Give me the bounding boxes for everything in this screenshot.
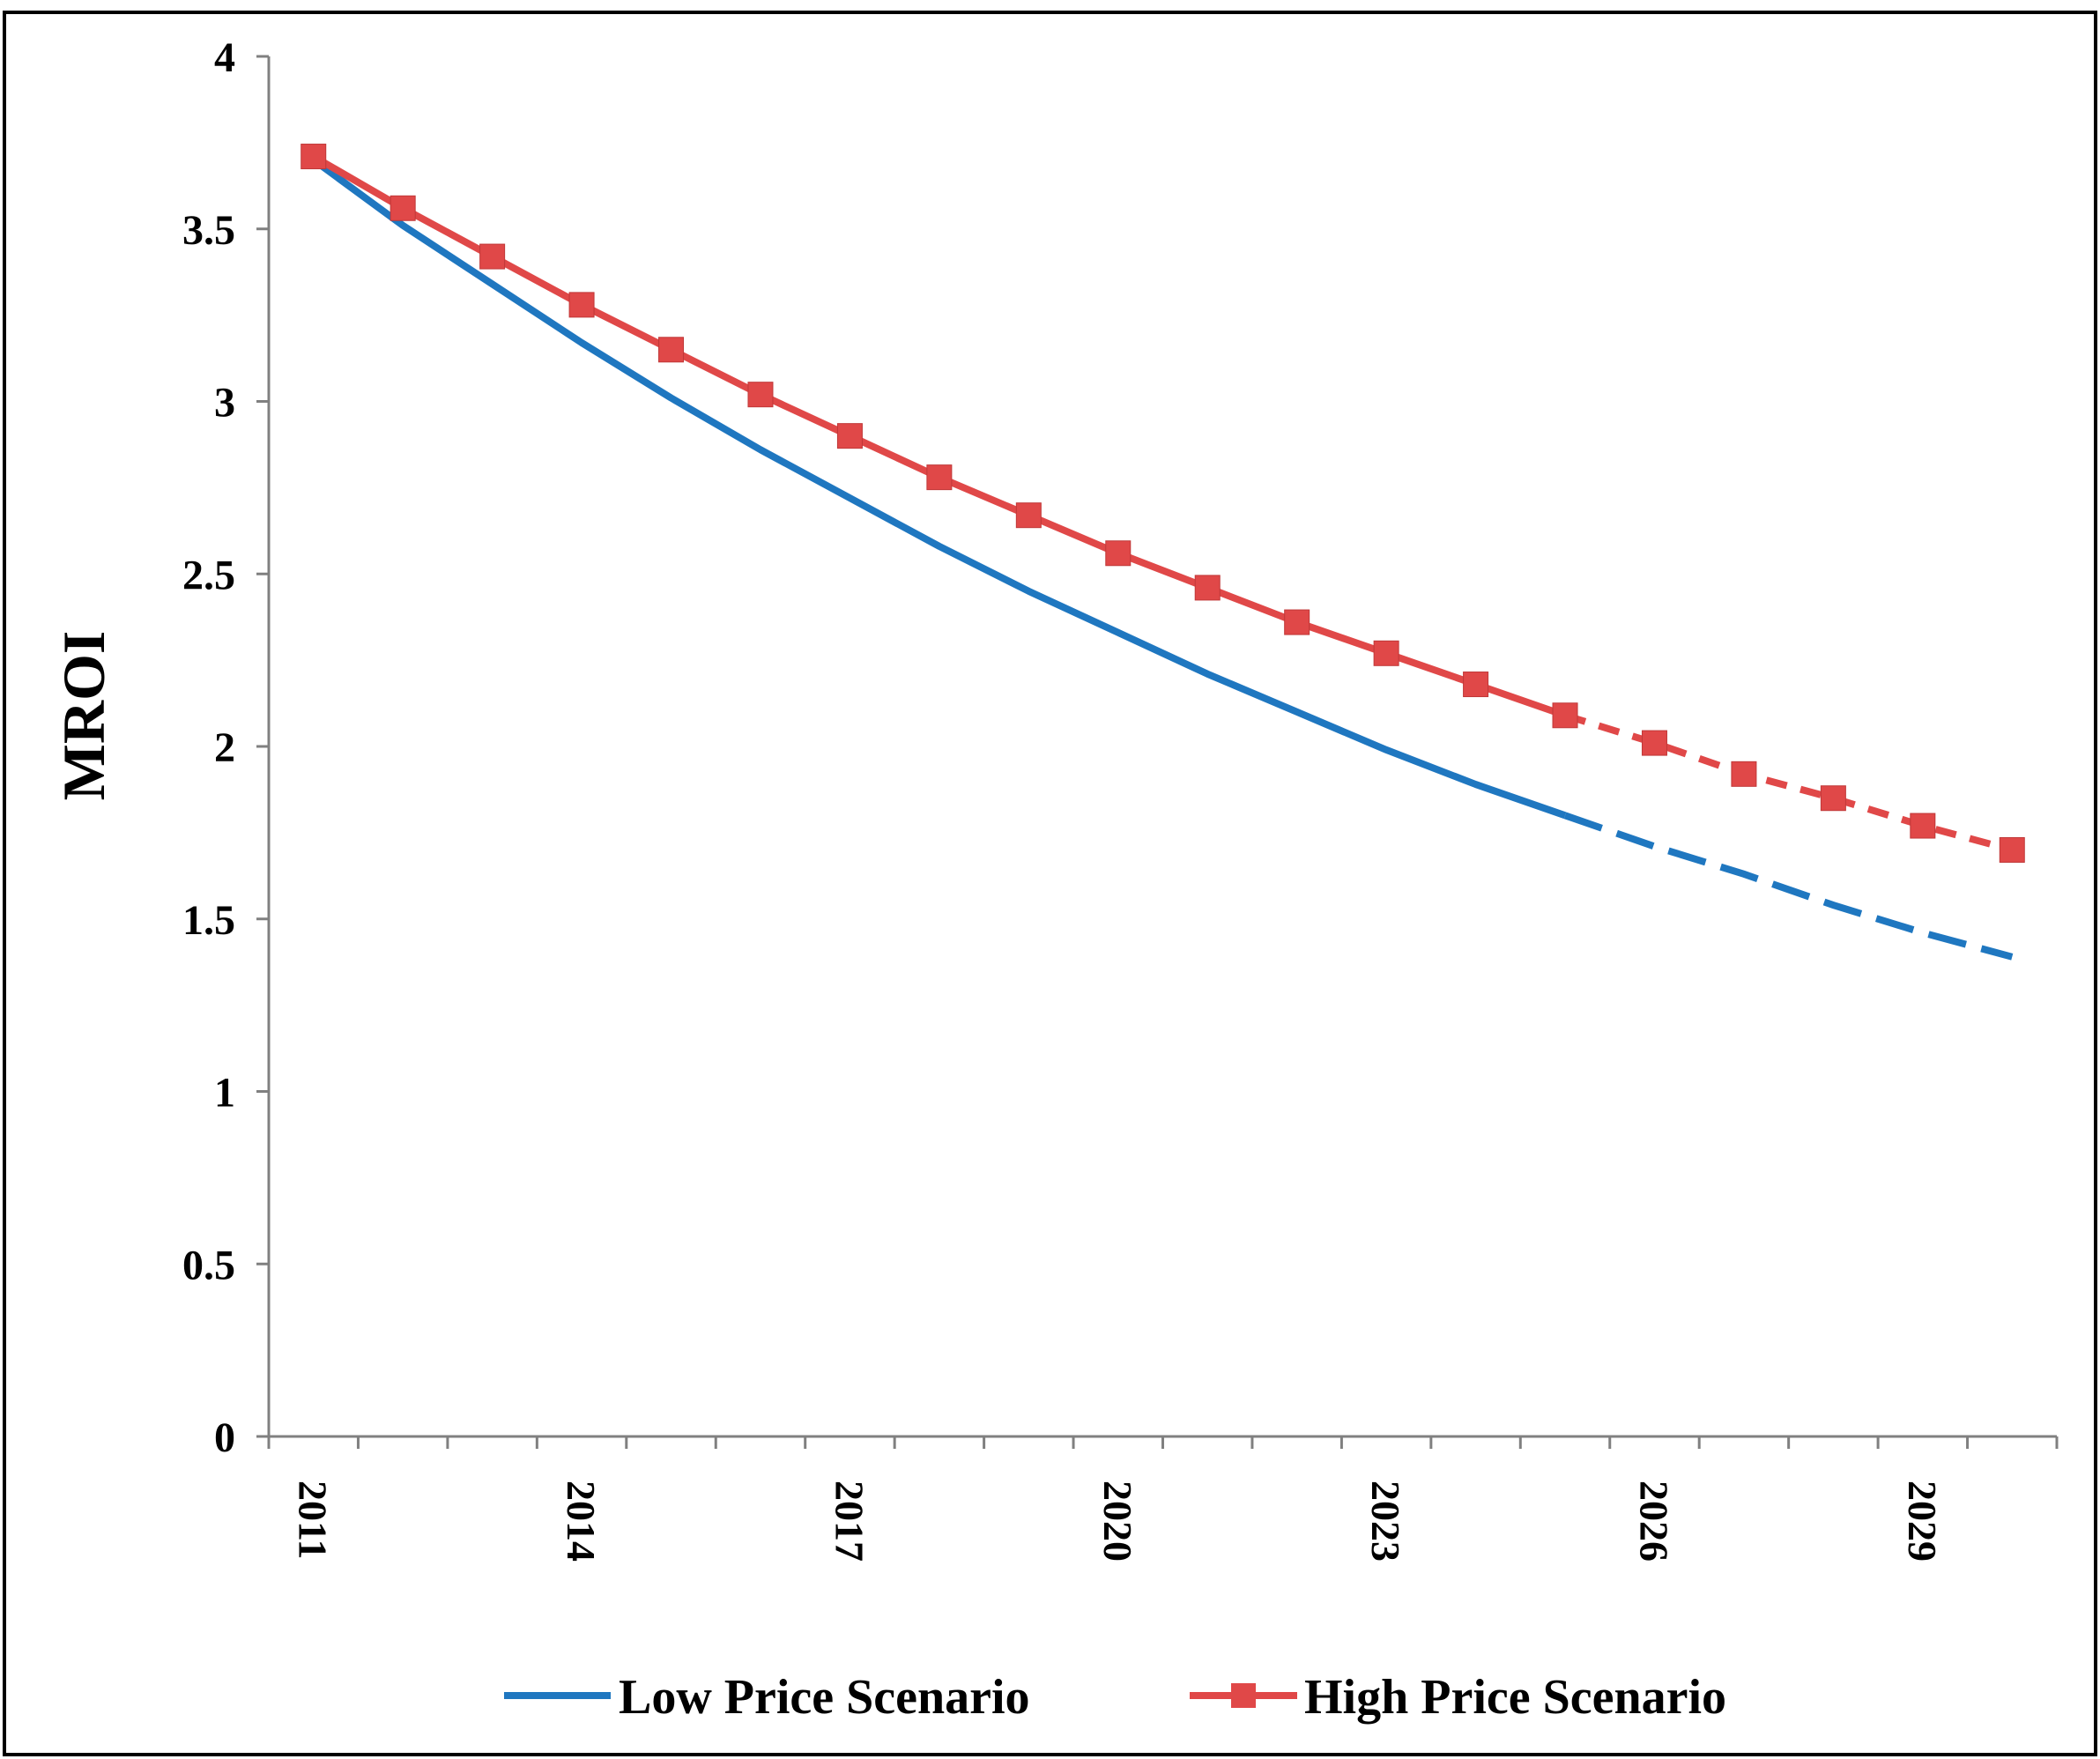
plot-area xyxy=(301,144,2025,961)
series-high-point xyxy=(301,144,327,170)
series-high-point xyxy=(479,243,506,270)
series-high-point xyxy=(747,382,774,408)
y-tick-label: 1 xyxy=(214,1070,235,1117)
y-tick-label: 2 xyxy=(214,724,235,771)
y-tick-label: 1.5 xyxy=(182,897,235,944)
series-high-point xyxy=(1373,640,1399,666)
series-high-point xyxy=(390,195,416,221)
series-low-actual-line xyxy=(311,157,1567,820)
x-tick-label: 2014 xyxy=(559,1481,604,1562)
x-tick-label: 2017 xyxy=(827,1481,872,1562)
y-tick-label: 3 xyxy=(214,380,235,427)
y-axis: 0 0.5 1 1.5 2 2.5 3 3.5 4 xyxy=(182,34,271,1461)
y-tick-label: 2.5 xyxy=(182,552,235,598)
series-high-point xyxy=(1552,702,1578,729)
series-high-point xyxy=(1194,575,1221,601)
chart-frame xyxy=(3,11,2097,1756)
legend-low-label: Low Price Scenario xyxy=(619,1670,1030,1725)
y-tick-label: 3.5 xyxy=(182,207,235,254)
series-high-point xyxy=(1105,540,1132,567)
series-high-point xyxy=(1910,813,1936,839)
x-tick-label: 2026 xyxy=(1631,1481,1676,1562)
y-axis-title: MROI xyxy=(50,631,117,801)
series-high-point xyxy=(836,423,863,449)
y-tick-label: 0.5 xyxy=(182,1242,235,1288)
y-tick-label: 0 xyxy=(214,1414,235,1461)
series-high-point xyxy=(1463,672,1489,698)
legend-high-marker xyxy=(1231,1683,1256,1708)
legend: Low Price Scenario High Price Scenario xyxy=(504,1670,1726,1725)
x-tick-label: 2029 xyxy=(1900,1481,1945,1562)
x-tick-label: 2020 xyxy=(1095,1481,1140,1562)
series-high-point xyxy=(658,337,685,363)
series-high-point xyxy=(1641,730,1667,756)
series-high-point xyxy=(1999,836,2025,863)
y-tick-label: 4 xyxy=(214,34,235,81)
legend-high-label: High Price Scenario xyxy=(1304,1670,1726,1725)
series-high-point xyxy=(1284,609,1310,635)
series-high-point xyxy=(926,464,953,491)
x-axis: 2011 2014 2017 2020 2023 2026 2029 xyxy=(267,1435,2059,1562)
series-low-projection-line xyxy=(1563,812,2014,961)
series-high-projection-line xyxy=(1563,711,2014,854)
series-high-point xyxy=(568,292,595,318)
series-high-point xyxy=(1820,785,1846,812)
x-tick-label: 2023 xyxy=(1363,1481,1408,1562)
x-tick-label: 2011 xyxy=(291,1481,336,1559)
series-high-point xyxy=(1731,761,1757,787)
series-high-point xyxy=(1015,502,1042,529)
